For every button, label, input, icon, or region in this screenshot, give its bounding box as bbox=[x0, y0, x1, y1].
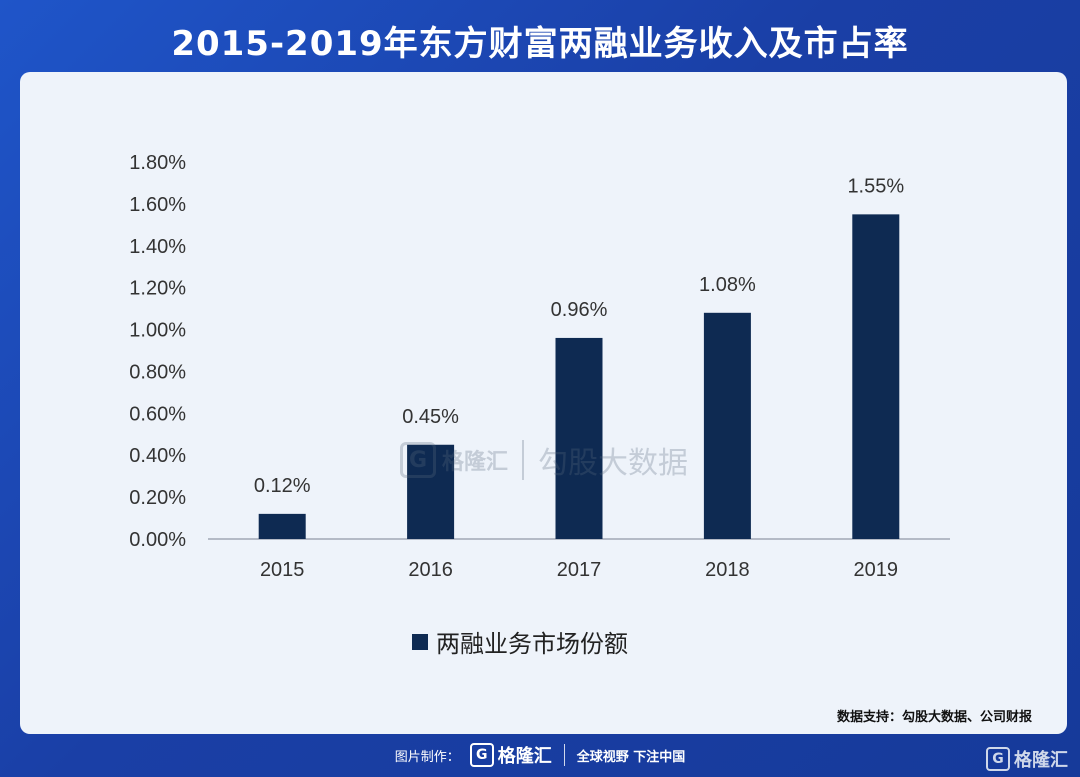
y-tick-label: 0.80% bbox=[129, 361, 186, 383]
x-tick-label: 2015 bbox=[260, 559, 305, 581]
corner-logo-icon: G bbox=[986, 747, 1010, 771]
corner-brand-name: 格隆汇 bbox=[1014, 750, 1068, 771]
y-tick-label: 0.40% bbox=[129, 445, 186, 467]
y-tick-label: 0.00% bbox=[129, 529, 186, 551]
footer-brand: 格隆汇 bbox=[497, 746, 552, 767]
footer-divider bbox=[563, 744, 565, 766]
watermark-sub: 勾股大数据 bbox=[538, 446, 689, 481]
legend-label: 两融业务市场份额 bbox=[436, 630, 628, 658]
watermark: G 格隆汇 勾股大数据 bbox=[400, 438, 688, 482]
watermark-logo-icon: G bbox=[400, 442, 436, 478]
bar-data-label: 0.45% bbox=[402, 406, 459, 428]
y-tick-label: 1.60% bbox=[129, 194, 186, 216]
bar-data-label: 1.08% bbox=[699, 274, 756, 296]
bar bbox=[407, 444, 455, 539]
chart-legend: 两融业务市场份额 bbox=[412, 624, 628, 659]
bar-data-label: 1.55% bbox=[847, 175, 904, 197]
watermark-divider bbox=[522, 440, 525, 480]
y-tick-label: 1.00% bbox=[129, 320, 186, 342]
corner-brand: G 格隆汇 bbox=[986, 746, 1068, 772]
x-tick-label: 2018 bbox=[705, 559, 750, 581]
bar bbox=[555, 337, 603, 539]
bar bbox=[703, 312, 751, 539]
y-tick-label: 1.40% bbox=[129, 236, 186, 258]
watermark-brand: 格隆汇 bbox=[442, 450, 509, 475]
footer-made-by: 图片制作： bbox=[394, 749, 460, 765]
bar bbox=[258, 513, 306, 539]
footer-slogan: 全球视野 下注中国 bbox=[576, 749, 686, 765]
y-tick-label: 0.60% bbox=[129, 403, 186, 425]
footer: 图片制作： G 格隆汇 全球视野 下注中国 bbox=[0, 740, 1080, 770]
page-title: 2015-2019年东方财富两融业务收入及市占率 bbox=[171, 24, 909, 64]
x-tick-label: 2019 bbox=[854, 559, 899, 581]
chart-panel: 0.00% 0.20% 0.40% 0.60% 0.80% 1.00% 1.20% 1.40%… bbox=[20, 72, 1067, 734]
x-tick-label: 2017 bbox=[557, 559, 602, 581]
y-tick-label: 1.20% bbox=[129, 278, 186, 300]
bar-data-label: 0.12% bbox=[254, 475, 311, 497]
bar-chart: 0.00% 0.20% 0.40% 0.60% 0.80% 1.00% 1.20% 1.40%… bbox=[129, 152, 950, 581]
bar bbox=[852, 214, 900, 539]
x-tick-label: 2016 bbox=[408, 559, 453, 581]
legend-swatch bbox=[412, 633, 428, 650]
y-tick-label: 1.80% bbox=[129, 152, 186, 174]
footer-logo-icon: G bbox=[469, 743, 494, 767]
y-tick-label: 0.20% bbox=[129, 487, 186, 509]
data-source: 数据支持：勾股大数据、公司财报 bbox=[836, 710, 1032, 725]
bar-data-label: 0.96% bbox=[551, 299, 608, 321]
